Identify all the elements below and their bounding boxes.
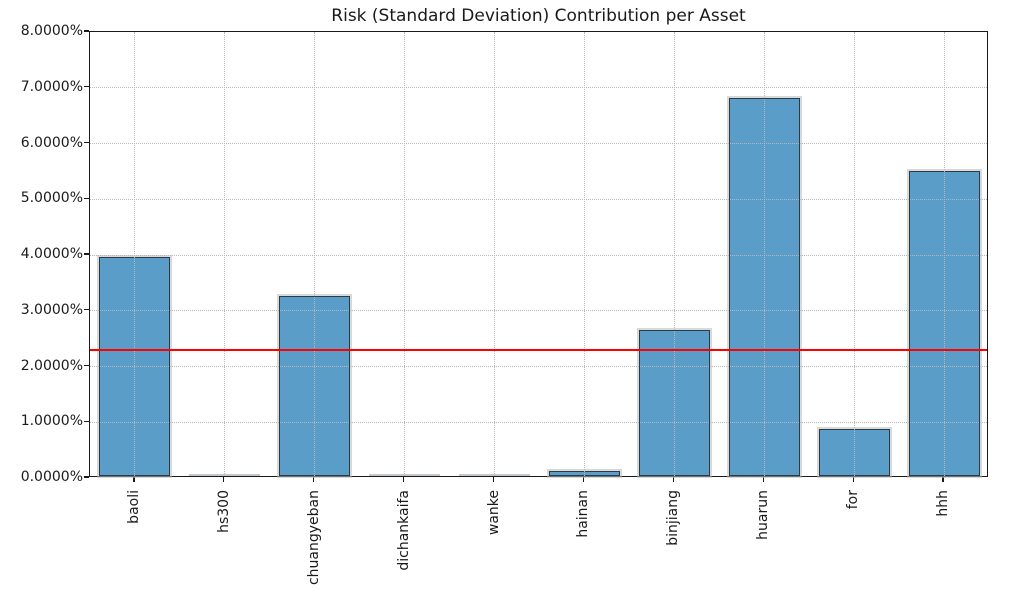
y-tick-mark [84,86,89,88]
bar-huarun [728,98,800,476]
bar-for [818,428,890,476]
x-gridline [494,32,496,476]
y-tick-label: 1.0000% [20,413,83,430]
y-tick-mark [84,420,89,422]
x-gridline [224,32,226,476]
y-tick-label: 2.0000% [20,357,83,374]
bar-chuangyeban [279,295,351,476]
x-tick-label-hhh: hhh [935,490,952,517]
y-gridline [90,366,987,367]
y-tick-label: 8.0000% [20,23,83,39]
y-gridline [90,143,987,144]
bar-hhh [908,170,980,476]
x-tick-mark [223,477,225,482]
x-tick-mark [133,477,135,482]
x-tick-label-wanke: wanke [485,490,502,536]
y-gridline [90,421,987,423]
x-tick-mark [582,477,585,482]
x-tick-mark [762,477,764,482]
chart-title: Risk (Standard Deviation) Contribution p… [331,6,746,26]
y-tick-mark [84,364,89,367]
y-tick-label: 6.0000% [20,134,83,151]
x-tick-mark [942,477,944,482]
mean-reference-line [90,348,987,351]
y-gridline [90,87,987,89]
bar-baoli [99,256,171,476]
y-tick-label: 4.0000% [20,246,83,262]
bar-dichankaifa [369,474,441,476]
y-gridline [90,254,987,256]
y-tick-mark [84,141,89,144]
x-tick-mark [852,477,854,482]
y-tick-mark [84,253,89,255]
x-tick-mark [672,477,674,482]
bar-binjiang [638,329,710,476]
y-tick-mark [84,30,89,32]
y-tick-mark [84,197,89,199]
x-tick-label-baoli: baoli [125,490,142,524]
y-gridline [90,310,987,312]
y-gridline [90,198,987,200]
x-gridline [853,32,855,476]
x-tick-mark [313,477,315,482]
x-tick-label-binjiang: binjiang [665,490,682,546]
y-tick-label: 5.0000% [20,190,83,207]
x-gridline [404,32,406,476]
y-tick-mark [84,309,89,311]
y-tick-label: 3.0000% [20,301,83,318]
x-gridline [583,32,585,476]
y-tick-label: 7.0000% [20,78,83,95]
x-tick-label-hs300: hs300 [215,490,232,533]
x-tick-label-chuangyeban: chuangyeban [305,490,322,586]
bar-wanke [459,474,531,476]
x-tick-label-hainan: hainan [575,490,592,538]
x-tick-label-for: for [845,490,862,510]
y-tick-mark [84,476,89,478]
x-tick-label-huarun: huarun [755,490,772,540]
bar-hs300 [189,474,261,476]
y-tick-label: 0.0000% [20,469,83,485]
x-tick-label-dichankaifa: dichankaifa [395,490,412,571]
bar-hainan [548,470,620,476]
x-tick-mark [403,477,405,482]
plot-area [89,31,988,477]
x-tick-mark [492,477,495,482]
